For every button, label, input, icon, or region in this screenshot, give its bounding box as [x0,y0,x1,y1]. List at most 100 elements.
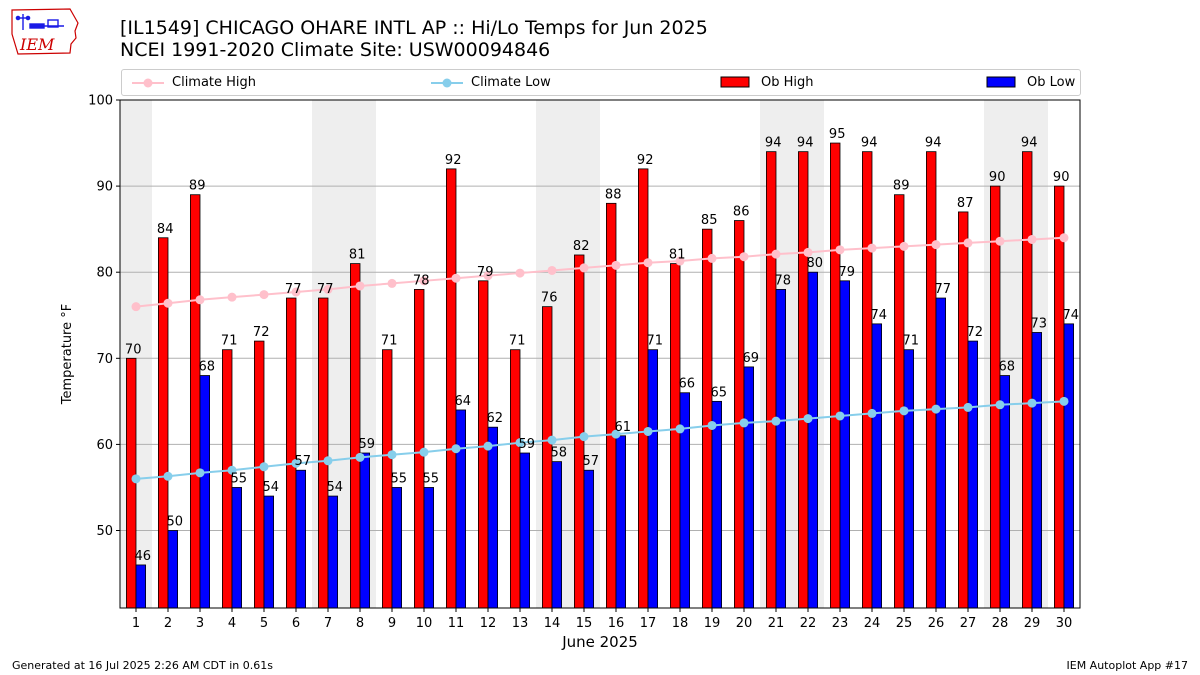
point-climate-high-day-26 [931,240,941,250]
data-label-ob-low-day-28: 68 [999,360,1016,375]
point-climate-low-day-30 [1059,396,1069,406]
point-climate-low-day-14 [547,435,557,445]
data-label-ob-high-day-10: 78 [413,273,430,288]
x-tick-label-17: 17 [640,616,657,631]
bar-ob-high-day-17 [638,168,649,609]
point-climate-low-day-21 [771,416,781,426]
point-climate-low-day-11 [451,444,461,454]
point-climate-high-day-30 [1059,233,1069,243]
bar-ob-high-day-19 [702,228,713,609]
point-climate-low-day-23 [835,411,845,421]
data-label-ob-high-day-18: 81 [669,248,686,263]
plot-frame [119,99,1081,609]
data-label-ob-high-day-1: 70 [125,342,142,357]
data-label-ob-high-day-8: 81 [349,248,366,263]
data-label-ob-low-day-12: 62 [487,411,504,426]
point-climate-low-day-28 [995,400,1005,410]
bar-ob-low-day-1 [135,564,147,609]
data-label-ob-high-day-9: 71 [381,334,398,349]
data-label-ob-low-day-18: 66 [679,377,696,392]
y-tick-label-50: 50 [96,524,113,539]
bar-ob-low-day-17 [647,349,659,609]
data-label-ob-low-day-4: 55 [231,471,248,486]
data-label-ob-low-day-1: 46 [135,549,152,564]
bar-ob-low-day-11 [455,409,467,609]
data-label-ob-low-day-2: 50 [167,515,184,530]
x-tick-label-29: 29 [1024,616,1041,631]
x-tick-label-19: 19 [704,616,721,631]
x-tick-label-21: 21 [768,616,785,631]
data-label-ob-high-day-19: 85 [701,213,718,228]
data-label-ob-low-day-7: 54 [327,480,344,495]
point-climate-high-day-29 [1027,234,1037,244]
x-tick-label-22: 22 [800,616,817,631]
data-label-ob-high-day-11: 92 [445,153,462,168]
data-label-ob-low-day-20: 69 [743,351,760,366]
bar-ob-high-day-29 [1022,151,1033,609]
legend-line-marker-icon [431,78,463,88]
bar-ob-high-day-26 [926,151,937,609]
bar-ob-high-day-13 [509,349,521,609]
point-climate-high-day-23 [835,245,845,255]
data-label-ob-high-day-22: 94 [797,136,814,151]
bar-ob-high-day-3 [189,194,201,609]
data-label-ob-high-day-3: 89 [189,179,206,194]
data-label-ob-low-day-19: 65 [711,385,728,400]
point-climate-high-day-4 [227,292,237,302]
bar-ob-low-day-13 [519,452,531,609]
bar-ob-high-day-5 [253,340,265,609]
bar-ob-low-day-28 [999,375,1011,609]
iem-logo: IEM [11,8,79,55]
x-tick-label-18: 18 [672,616,689,631]
x-tick-label-20: 20 [736,616,753,631]
x-tick-label-6: 6 [292,616,300,631]
bar-ob-low-day-6 [295,469,307,609]
data-label-ob-low-day-17: 71 [647,334,664,349]
y-tick-label-100: 100 [88,94,113,109]
data-label-ob-low-day-24: 74 [871,308,888,323]
data-label-ob-high-day-13: 71 [509,334,526,349]
y-tick-label-80: 80 [96,266,113,281]
point-climate-low-day-9 [387,450,397,460]
x-tick-label-30: 30 [1056,616,1073,631]
point-climate-high-day-15 [579,263,589,273]
x-tick-label-1: 1 [132,616,140,631]
y-tick-label-60: 60 [96,438,113,453]
bar-ob-low-day-5 [263,495,275,609]
point-climate-high-day-14 [547,265,557,275]
bar-ob-high-day-18 [670,263,681,609]
point-climate-high-day-25 [899,241,909,251]
bar-ob-low-day-16 [615,435,627,609]
data-label-ob-low-day-6: 57 [295,454,312,469]
x-tick-label-23: 23 [832,616,849,631]
climate-lines [131,233,1069,484]
data-label-ob-low-day-14: 58 [551,446,568,461]
bar-ob-low-day-10 [423,487,435,609]
data-label-ob-low-day-3: 68 [199,360,216,375]
data-label-ob-low-day-5: 54 [263,480,280,495]
legend: Climate High Climate Low Ob High Ob Low [121,69,1081,96]
legend-label-climate-high: Climate High [172,75,257,90]
data-label-ob-high-day-12: 79 [477,265,494,280]
data-label-ob-low-day-26: 77 [935,282,952,297]
data-label-ob-low-day-15: 57 [583,454,600,469]
data-label-ob-high-day-27: 87 [957,196,974,211]
bar-ob-high-day-23 [830,142,841,609]
point-climate-low-day-5 [259,462,269,472]
data-label-ob-low-day-23: 79 [839,265,856,280]
point-climate-low-day-24 [867,408,877,418]
y-axis-label: Temperature °F [60,304,75,405]
bar-ob-low-day-19 [711,400,723,609]
point-climate-high-day-10 [419,276,429,286]
bar-ob-low-day-2 [167,530,179,609]
point-climate-high-day-12 [483,271,493,281]
x-tick-label-16: 16 [608,616,625,631]
data-label-ob-high-day-20: 86 [733,205,750,220]
point-climate-high-day-22 [803,247,813,257]
point-climate-high-day-16 [611,260,621,270]
x-axis: 1 2 3 4 5 6 7 8 9 10 11 12 13 14 15 16 17 18 19 20 21 22 23 24 2… [132,608,1072,631]
data-label-ob-high-day-28: 90 [989,170,1006,185]
x-tick-label-27: 27 [960,616,977,631]
data-label-ob-high-day-25: 89 [893,179,910,194]
